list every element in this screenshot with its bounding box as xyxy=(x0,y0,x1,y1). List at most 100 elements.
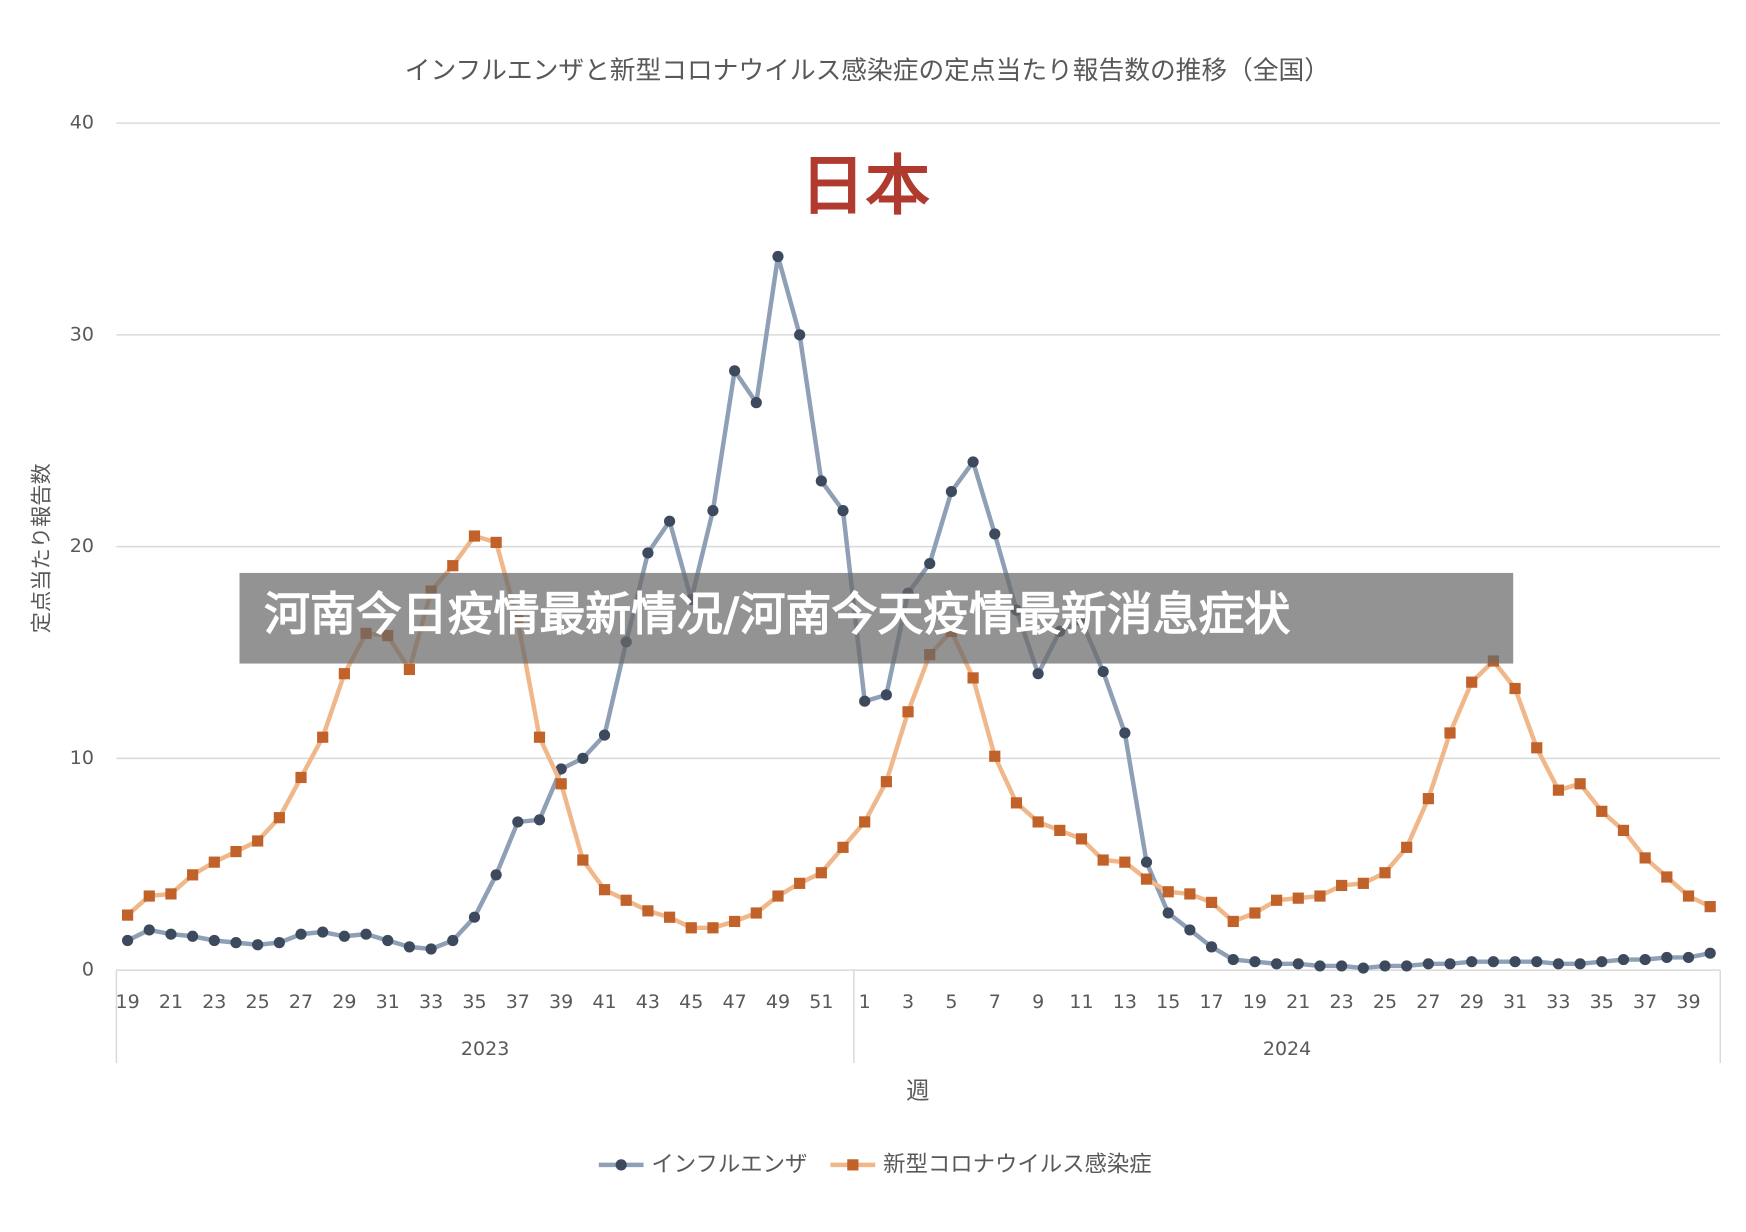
x-tick-label: 1 xyxy=(859,991,871,1013)
marker xyxy=(1552,784,1565,796)
marker xyxy=(1336,960,1348,972)
marker xyxy=(1531,742,1543,754)
marker xyxy=(1336,879,1348,892)
x-tick-label: 49 xyxy=(766,991,790,1013)
marker xyxy=(533,814,546,826)
marker xyxy=(924,557,936,570)
marker xyxy=(815,867,827,879)
marker xyxy=(273,937,285,949)
marker xyxy=(1357,962,1369,974)
x-tick-label: 19 xyxy=(1243,991,1267,1013)
marker xyxy=(1487,956,1499,968)
marker xyxy=(121,934,134,947)
marker xyxy=(750,907,762,919)
marker xyxy=(1184,924,1196,936)
x-tick-label: 37 xyxy=(1633,991,1657,1013)
marker xyxy=(1596,805,1608,817)
marker xyxy=(555,778,567,790)
x-tick-label: 33 xyxy=(419,991,443,1013)
x-tick-label: 45 xyxy=(679,991,703,1013)
x-tick-label: 15 xyxy=(1156,991,1180,1013)
marker xyxy=(1271,958,1283,970)
marker xyxy=(794,329,806,341)
marker xyxy=(902,706,914,718)
marker xyxy=(1184,888,1196,900)
x-tick-label: 11 xyxy=(1069,991,1093,1013)
x-tick-label: 37 xyxy=(506,991,530,1013)
marker xyxy=(1401,841,1413,853)
marker xyxy=(707,922,719,934)
marker xyxy=(1617,824,1630,836)
marker xyxy=(555,763,567,775)
marker xyxy=(1032,668,1044,680)
marker xyxy=(1682,951,1695,964)
marker xyxy=(512,816,524,828)
marker xyxy=(208,934,220,947)
marker xyxy=(1249,907,1261,919)
marker xyxy=(772,890,784,902)
marker xyxy=(1444,727,1456,739)
marker xyxy=(338,668,350,680)
marker xyxy=(1596,956,1608,968)
marker xyxy=(1097,854,1109,866)
y-tick-label: 10 xyxy=(70,747,94,769)
marker xyxy=(642,905,654,917)
x-axis-label: 週 xyxy=(906,1077,930,1105)
marker xyxy=(1075,833,1088,845)
marker xyxy=(967,672,979,684)
marker xyxy=(967,456,979,468)
x-tick-label: 5 xyxy=(945,991,957,1013)
marker xyxy=(1271,894,1283,906)
marker xyxy=(1401,960,1413,972)
marker xyxy=(1162,907,1174,919)
marker xyxy=(187,930,199,942)
marker xyxy=(1379,960,1391,972)
x-tick-label: 33 xyxy=(1546,991,1570,1013)
marker xyxy=(468,530,481,542)
marker xyxy=(1509,956,1521,968)
x-tick-label: 25 xyxy=(246,991,270,1013)
x-tick-label: 39 xyxy=(1676,991,1700,1013)
marker xyxy=(447,560,459,572)
x-tick-label: 3 xyxy=(902,991,914,1013)
marker xyxy=(121,909,134,921)
legend-label: 新型コロナウイルス感染症 xyxy=(883,1151,1152,1177)
y-axis-label: 定点当たり報告数 xyxy=(30,463,55,633)
marker xyxy=(252,835,264,847)
x-tick-label: 29 xyxy=(1460,991,1484,1013)
marker xyxy=(620,894,632,906)
marker xyxy=(1422,793,1434,805)
x-tick-label: 35 xyxy=(1590,991,1614,1013)
marker xyxy=(772,250,784,263)
x-tick-label: 31 xyxy=(376,991,400,1013)
banner-text: 河南今日疫情最新情况/河南今天疫情最新消息症状 xyxy=(264,587,1290,641)
x-tick-label: 19 xyxy=(115,991,139,1013)
marker xyxy=(1661,951,1673,964)
marker xyxy=(1249,956,1261,968)
marker xyxy=(1574,778,1586,790)
marker xyxy=(1704,947,1716,959)
marker xyxy=(425,943,437,955)
marker xyxy=(1379,867,1391,879)
banner-background xyxy=(239,572,1514,664)
marker xyxy=(989,750,1001,762)
marker xyxy=(208,856,220,868)
marker xyxy=(403,941,416,953)
y-tick-label: 40 xyxy=(70,112,94,134)
marker xyxy=(187,869,199,881)
marker xyxy=(338,930,350,942)
marker xyxy=(1314,890,1326,902)
x-tick-label: 27 xyxy=(289,991,313,1013)
marker xyxy=(859,695,871,707)
marker xyxy=(989,528,1001,540)
marker xyxy=(1119,727,1131,739)
x-group-label: 2023 xyxy=(461,1038,509,1060)
marker xyxy=(317,731,329,743)
marker xyxy=(1205,941,1218,953)
marker xyxy=(295,928,307,940)
y-tick-label: 20 xyxy=(70,535,94,557)
marker xyxy=(750,397,762,409)
x-tick-label: 31 xyxy=(1503,991,1527,1013)
